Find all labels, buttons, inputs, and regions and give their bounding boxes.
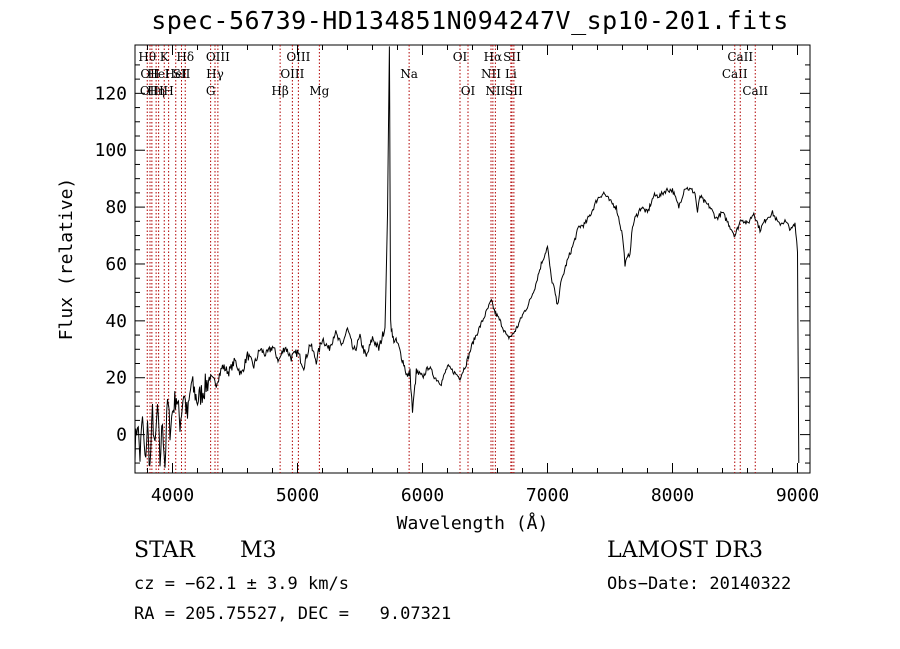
y-tick-label: 0 [116,425,127,446]
line-label: SII [173,67,191,81]
line-label: Hδ [176,50,194,64]
coordinates: RA = 205.75527, DEC = 9.07321 [134,604,452,624]
y-axis-label: Flux (relative) [56,178,77,341]
x-axis-label: Wavelength (Å) [397,512,549,534]
line-label: NII [485,84,505,98]
line-label: K [160,50,170,64]
x-tick-label: 4000 [151,485,194,506]
x-tick-label: 5000 [276,485,319,506]
line-label: OIII [280,67,304,81]
line-label: OIII [206,50,230,64]
line-label: Na [400,67,418,81]
line-label: Mg [309,84,329,98]
line-label: CaII [722,67,748,81]
object-class: STAR [134,538,195,563]
line-label: Li [505,67,517,81]
line-label: Hβ [271,84,288,98]
line-label: OIII [286,50,310,64]
x-tick-label: 9000 [776,485,819,506]
line-label: OIII [140,84,164,98]
line-label: OII [140,67,160,81]
plot-frame [134,44,811,474]
line-label: CaII [742,84,768,98]
line-label: Hη [147,84,165,98]
line-label: OI [461,84,476,98]
y-tick-label: 80 [105,197,127,218]
line-label: H [163,84,173,98]
line-label: G [206,84,216,98]
line-label: Hθ [138,50,156,64]
y-tick-label: 40 [105,311,127,332]
survey-name: LAMOST DR3 [607,538,763,563]
x-tick-label: 6000 [401,485,444,506]
obs-date: Obs−Date: 20140322 [607,574,792,594]
chart-title: spec-56739-HD134851N094247V_sp10-201.fit… [151,6,789,35]
line-label: NII [481,67,501,81]
line-label: Hγ [206,67,224,81]
x-tick-label: 8000 [651,485,694,506]
line-label: SII [503,50,521,64]
spectrum-line [134,46,800,468]
object-subclass: M3 [240,538,277,563]
y-tick-label: 100 [94,140,127,161]
redshift-cz: cz = −62.1 ± 3.9 km/s [134,574,349,594]
line-label: CaII [727,50,753,64]
line-label: Hα [484,50,503,64]
y-tick-label: 60 [105,254,127,275]
y-tick-label: 120 [94,83,127,104]
x-tick-label: 7000 [526,485,569,506]
line-label: OI [453,50,468,64]
line-label: SII [505,84,523,98]
y-tick-label: 20 [105,368,127,389]
